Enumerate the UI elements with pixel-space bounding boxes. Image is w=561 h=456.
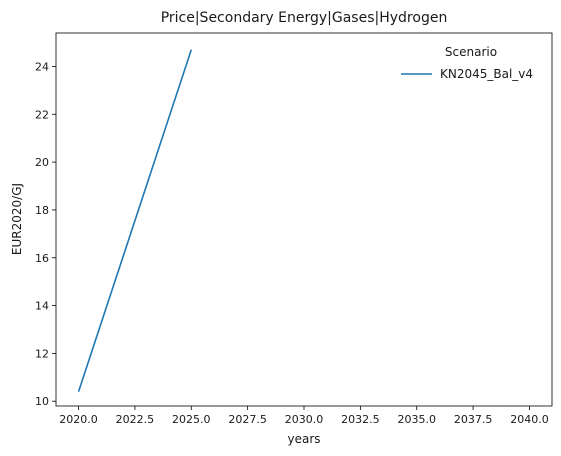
- y-tick-label: 16: [35, 252, 49, 265]
- x-axis-ticks: 2020.0 2022.5 2025.0 2027.5 2030.0 2032.5 2035…: [59, 406, 549, 426]
- y-axis-ticks: 10 12 14 16 18 20 22 24: [35, 60, 56, 408]
- x-tick-label: 2037.5: [454, 413, 493, 426]
- x-axis-label: years: [287, 432, 320, 446]
- legend-series-label: KN2045_Bal_v4: [440, 67, 533, 81]
- x-tick-label: 2040.0: [510, 413, 549, 426]
- x-tick-label: 2035.0: [397, 413, 436, 426]
- y-tick-label: 24: [35, 60, 49, 73]
- x-tick-label: 2020.0: [59, 413, 98, 426]
- y-tick-label: 20: [35, 156, 49, 169]
- x-tick-label: 2027.5: [228, 413, 267, 426]
- y-tick-label: 10: [35, 395, 49, 408]
- x-tick-label: 2022.5: [116, 413, 155, 426]
- plot-area: [55, 32, 553, 407]
- chart-title: Price|Secondary Energy|Gases|Hydrogen: [161, 10, 448, 26]
- x-tick-label: 2025.0: [172, 413, 211, 426]
- y-tick-label: 12: [35, 347, 49, 360]
- legend: Scenario KN2045_Bal_v4: [401, 45, 533, 81]
- x-tick-label: 2030.0: [285, 413, 324, 426]
- y-tick-label: 14: [35, 300, 49, 313]
- series-line-0: [77, 49, 193, 392]
- x-tick-label: 2032.5: [341, 413, 380, 426]
- legend-title: Scenario: [445, 45, 497, 59]
- y-tick-label: 18: [35, 204, 49, 217]
- series-lines: [77, 49, 193, 392]
- y-tick-label: 22: [35, 108, 49, 121]
- y-axis-label: EUR2020/GJ: [10, 183, 24, 255]
